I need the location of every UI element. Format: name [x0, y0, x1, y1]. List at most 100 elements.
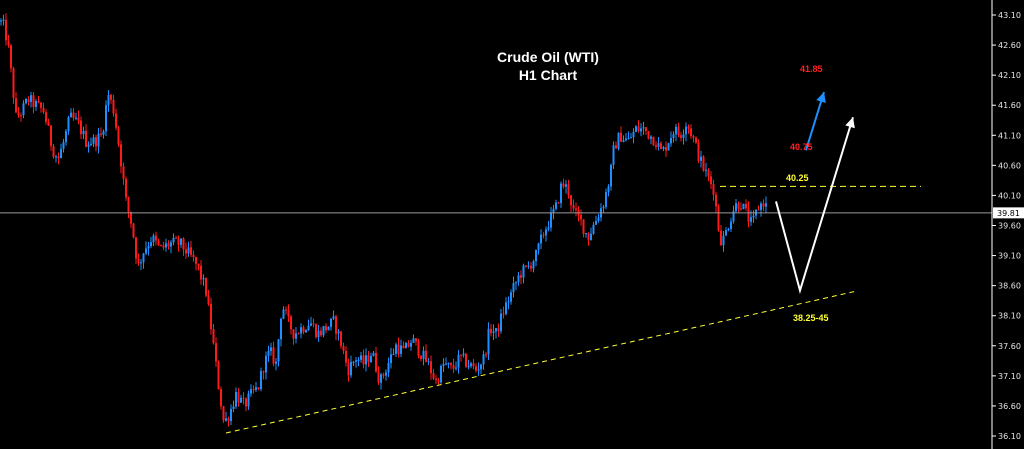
candle-up: [30, 95, 32, 102]
candle-up: [592, 224, 595, 234]
candle-down: [302, 327, 305, 333]
candle-up: [605, 192, 607, 207]
candle-up: [105, 105, 107, 132]
candle-down: [420, 355, 422, 359]
candle-down: [345, 350, 347, 363]
candle-up: [477, 369, 480, 371]
candle-down: [720, 230, 722, 246]
candle-up: [355, 360, 357, 362]
candles-group: [0, 13, 767, 427]
candle-up: [172, 237, 175, 243]
candle-down: [120, 144, 122, 167]
candle-down: [162, 245, 165, 248]
candle-up: [70, 112, 72, 118]
candle-down: [95, 137, 97, 147]
candle-down: [37, 100, 40, 103]
candle-up: [667, 143, 670, 151]
candle-up: [440, 366, 442, 383]
candle-down: [502, 313, 505, 315]
price-tick-label: 41.60: [998, 101, 1021, 110]
candle-up: [427, 361, 430, 363]
candle-up: [765, 203, 767, 207]
candle-up: [547, 227, 550, 230]
candle-down: [697, 142, 700, 161]
candle-up: [495, 328, 497, 332]
candle-down: [135, 237, 137, 259]
candle-up: [395, 344, 397, 354]
candle-up: [295, 333, 297, 339]
candle-up: [455, 367, 457, 369]
candle-up: [35, 100, 37, 107]
candle-down: [182, 238, 185, 250]
candle-up: [390, 354, 392, 364]
price-ticks-group: 43.10 42.60 42.10 41.60 41.10 40.60 40.10 39.60…: [992, 11, 1021, 441]
candle-up: [385, 372, 387, 376]
candle-up: [627, 138, 630, 140]
mid-target-label: 40.75: [790, 142, 813, 152]
candle-up: [510, 292, 512, 302]
candle-down: [680, 135, 682, 138]
candle-down: [127, 197, 130, 212]
candle-up: [545, 229, 547, 236]
candle-up: [445, 363, 447, 365]
candle-up: [565, 184, 567, 187]
candle-up: [372, 352, 375, 357]
candle-up: [352, 361, 355, 363]
overlays-group: [0, 91, 992, 434]
candle-up: [202, 278, 205, 280]
candle-down: [207, 295, 210, 304]
candle-down: [692, 136, 695, 138]
candle-down: [580, 214, 582, 220]
candle-up: [500, 313, 502, 332]
candle-down: [340, 331, 342, 347]
candle-up: [240, 397, 242, 403]
candle-up: [732, 211, 735, 222]
candle-down: [415, 338, 417, 342]
price-tick-label: 39.10: [998, 252, 1021, 261]
candle-up: [635, 126, 637, 132]
candle-up: [617, 132, 620, 149]
candle-down: [402, 345, 405, 349]
candle-down: [215, 343, 217, 362]
candle-down: [452, 365, 455, 369]
candle-down: [77, 117, 80, 121]
candle-up: [760, 203, 762, 210]
price-tick-label: 37.60: [998, 342, 1021, 351]
candle-up: [92, 137, 95, 144]
candle-down: [717, 206, 720, 231]
candle-down: [112, 99, 115, 114]
candle-up: [152, 235, 155, 243]
candle-down: [100, 133, 102, 135]
candle-up: [330, 318, 332, 327]
candle-down: [335, 316, 337, 334]
candle-down: [575, 208, 577, 211]
candle-down: [287, 310, 290, 317]
candle-up: [270, 347, 272, 351]
candle-up: [165, 243, 167, 248]
candle-up: [75, 117, 77, 119]
candle-down: [177, 238, 180, 245]
target-arrow-blue: [805, 91, 825, 151]
candle-up: [317, 330, 320, 338]
price-tick-label: 39.60: [998, 222, 1021, 231]
candle-up: [555, 202, 557, 209]
candle-up: [682, 134, 685, 138]
candle-down: [5, 19, 7, 41]
candle-down: [567, 184, 570, 196]
candle-down: [175, 237, 177, 239]
candle-down: [132, 223, 135, 238]
candle-down: [262, 371, 265, 373]
candle-up: [350, 361, 352, 376]
candle-up: [607, 186, 610, 193]
candle-down: [530, 265, 532, 269]
candle-up: [595, 220, 597, 225]
price-tick-label: 42.10: [998, 71, 1021, 80]
candle-down: [52, 146, 55, 157]
candle-up: [0, 20, 2, 22]
candle-down: [195, 257, 197, 264]
candle-down: [702, 156, 705, 171]
candle-up: [275, 361, 277, 364]
candle-up: [492, 331, 495, 334]
candle-up: [597, 217, 600, 221]
